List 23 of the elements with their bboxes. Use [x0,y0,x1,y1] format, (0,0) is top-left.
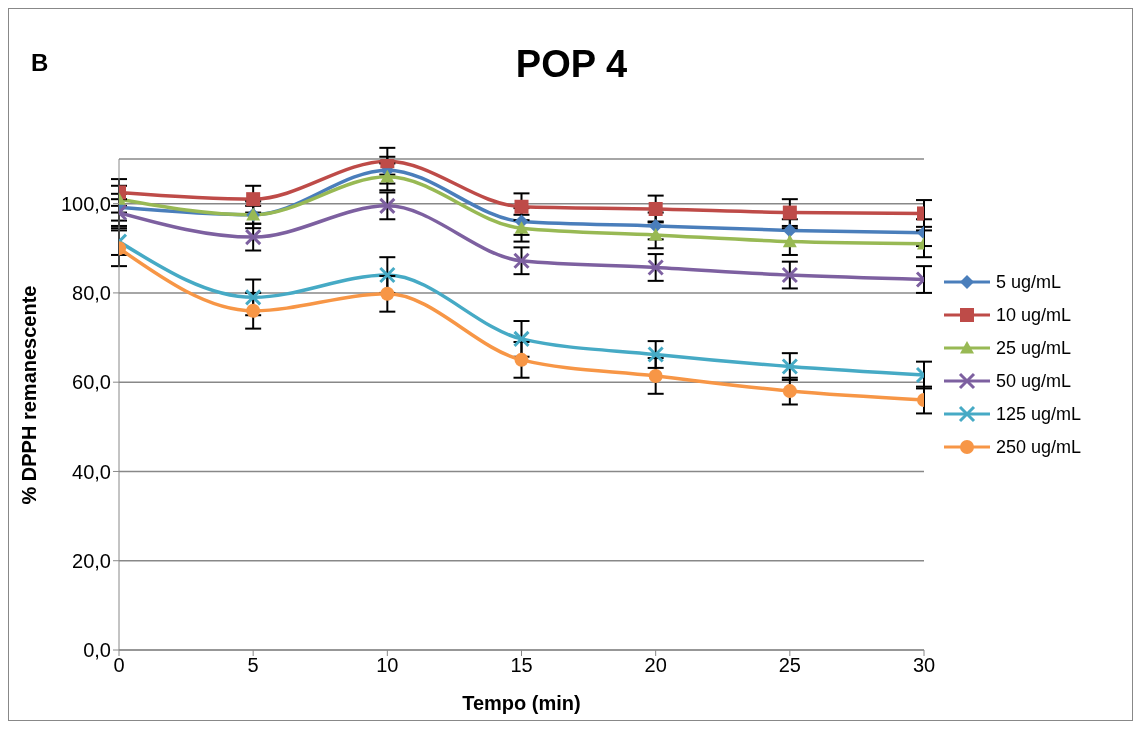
x-tick-label: 30 [912,654,936,677]
y-axis-title: % DPPH remanescente [18,285,41,505]
x-tick-label: 0 [113,654,125,677]
x-axis-title: Tempo (min) [462,692,581,714]
x-tick-label: 5 [247,654,259,677]
text: B [31,49,49,77]
legend-label: 10 ug/mL [996,304,1072,326]
legend-label: 125 ug/mL [996,403,1082,425]
legend-label: 250 ug/mL [996,436,1082,458]
y-tick-label: 40,0 [72,460,111,483]
x-tick-label: 15 [510,654,533,677]
x-tick-label: 10 [376,654,399,677]
legend-label: 5 ug/mL [996,271,1062,293]
y-tick-label: 100,0 [60,192,111,215]
y-tick-label: 60,0 [72,371,111,394]
legend-label: 25 ug/mL [996,337,1072,359]
x-tick-label: 20 [644,654,667,677]
y-tick-label: 80,0 [72,282,111,305]
x-tick-label: 25 [778,654,801,677]
y-tick-label: 0,0 [83,639,111,662]
legend-label: 50 ug/mL [996,370,1072,392]
chart-title: POP 4 [515,43,628,85]
y-tick-label: 20,0 [72,549,111,572]
